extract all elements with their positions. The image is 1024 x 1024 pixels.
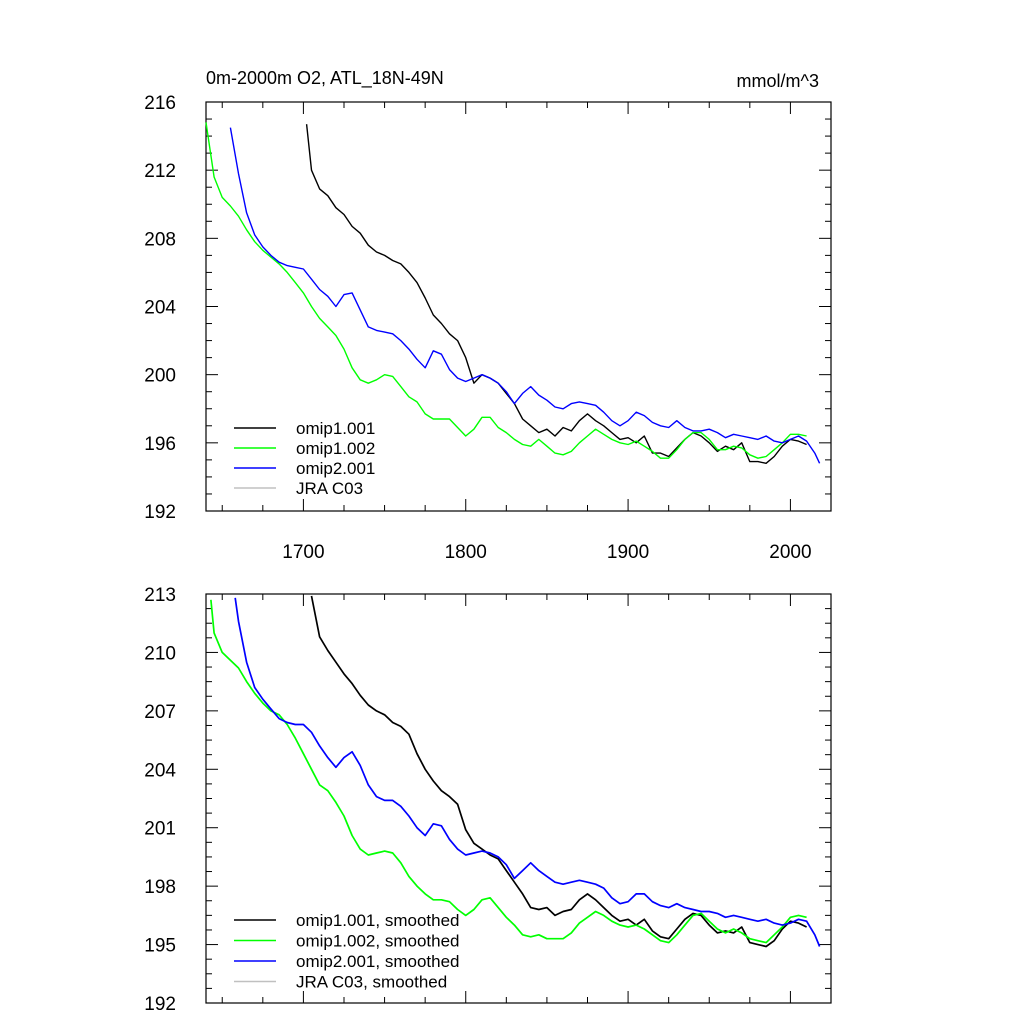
y-tick-label: 207 (144, 702, 176, 723)
chart-title: 0m-2000m O2, ATL_18N-49N (206, 68, 444, 89)
legend-label: JRA C03, smoothed (296, 973, 447, 992)
y-tick-label: 201 (144, 819, 176, 840)
x-tick-label: 1700 (282, 542, 324, 563)
x-tick-label: 1800 (445, 542, 487, 563)
legend-label: omip1.002, smoothed (296, 932, 460, 951)
y-tick-label: 192 (144, 502, 176, 523)
series-line (310, 595, 807, 948)
y-tick-label: 192 (144, 994, 176, 1015)
series-line (234, 597, 821, 947)
y-tick-label: 204 (144, 298, 176, 319)
y-tick-label: 196 (144, 434, 176, 455)
legend-label: omip1.001 (296, 419, 375, 438)
legend-label: omip2.001 (296, 459, 375, 478)
y-tick-label: 216 (144, 93, 176, 114)
y-tick-label: 204 (144, 760, 176, 781)
series-line (305, 124, 807, 464)
legend-label: omip1.001, smoothed (296, 911, 460, 930)
y-tick-label: 198 (144, 877, 176, 898)
y-tick-label: 210 (144, 643, 176, 664)
series-line (210, 599, 807, 944)
y-tick-label: 212 (144, 161, 176, 182)
legend-label: omip1.002 (296, 439, 375, 458)
legend-label: omip2.001, smoothed (296, 952, 460, 971)
series-line (229, 127, 821, 464)
legend-label: JRA C03 (296, 479, 363, 498)
x-tick-label: 2000 (769, 542, 811, 563)
series-line (205, 122, 807, 459)
y-tick-label: 195 (144, 936, 176, 957)
y-tick-label: 200 (144, 366, 176, 387)
y-tick-label: 213 (144, 585, 176, 606)
chart-units: mmol/m^3 (737, 71, 819, 91)
x-tick-label: 1900 (607, 542, 649, 563)
y-tick-label: 208 (144, 229, 176, 250)
